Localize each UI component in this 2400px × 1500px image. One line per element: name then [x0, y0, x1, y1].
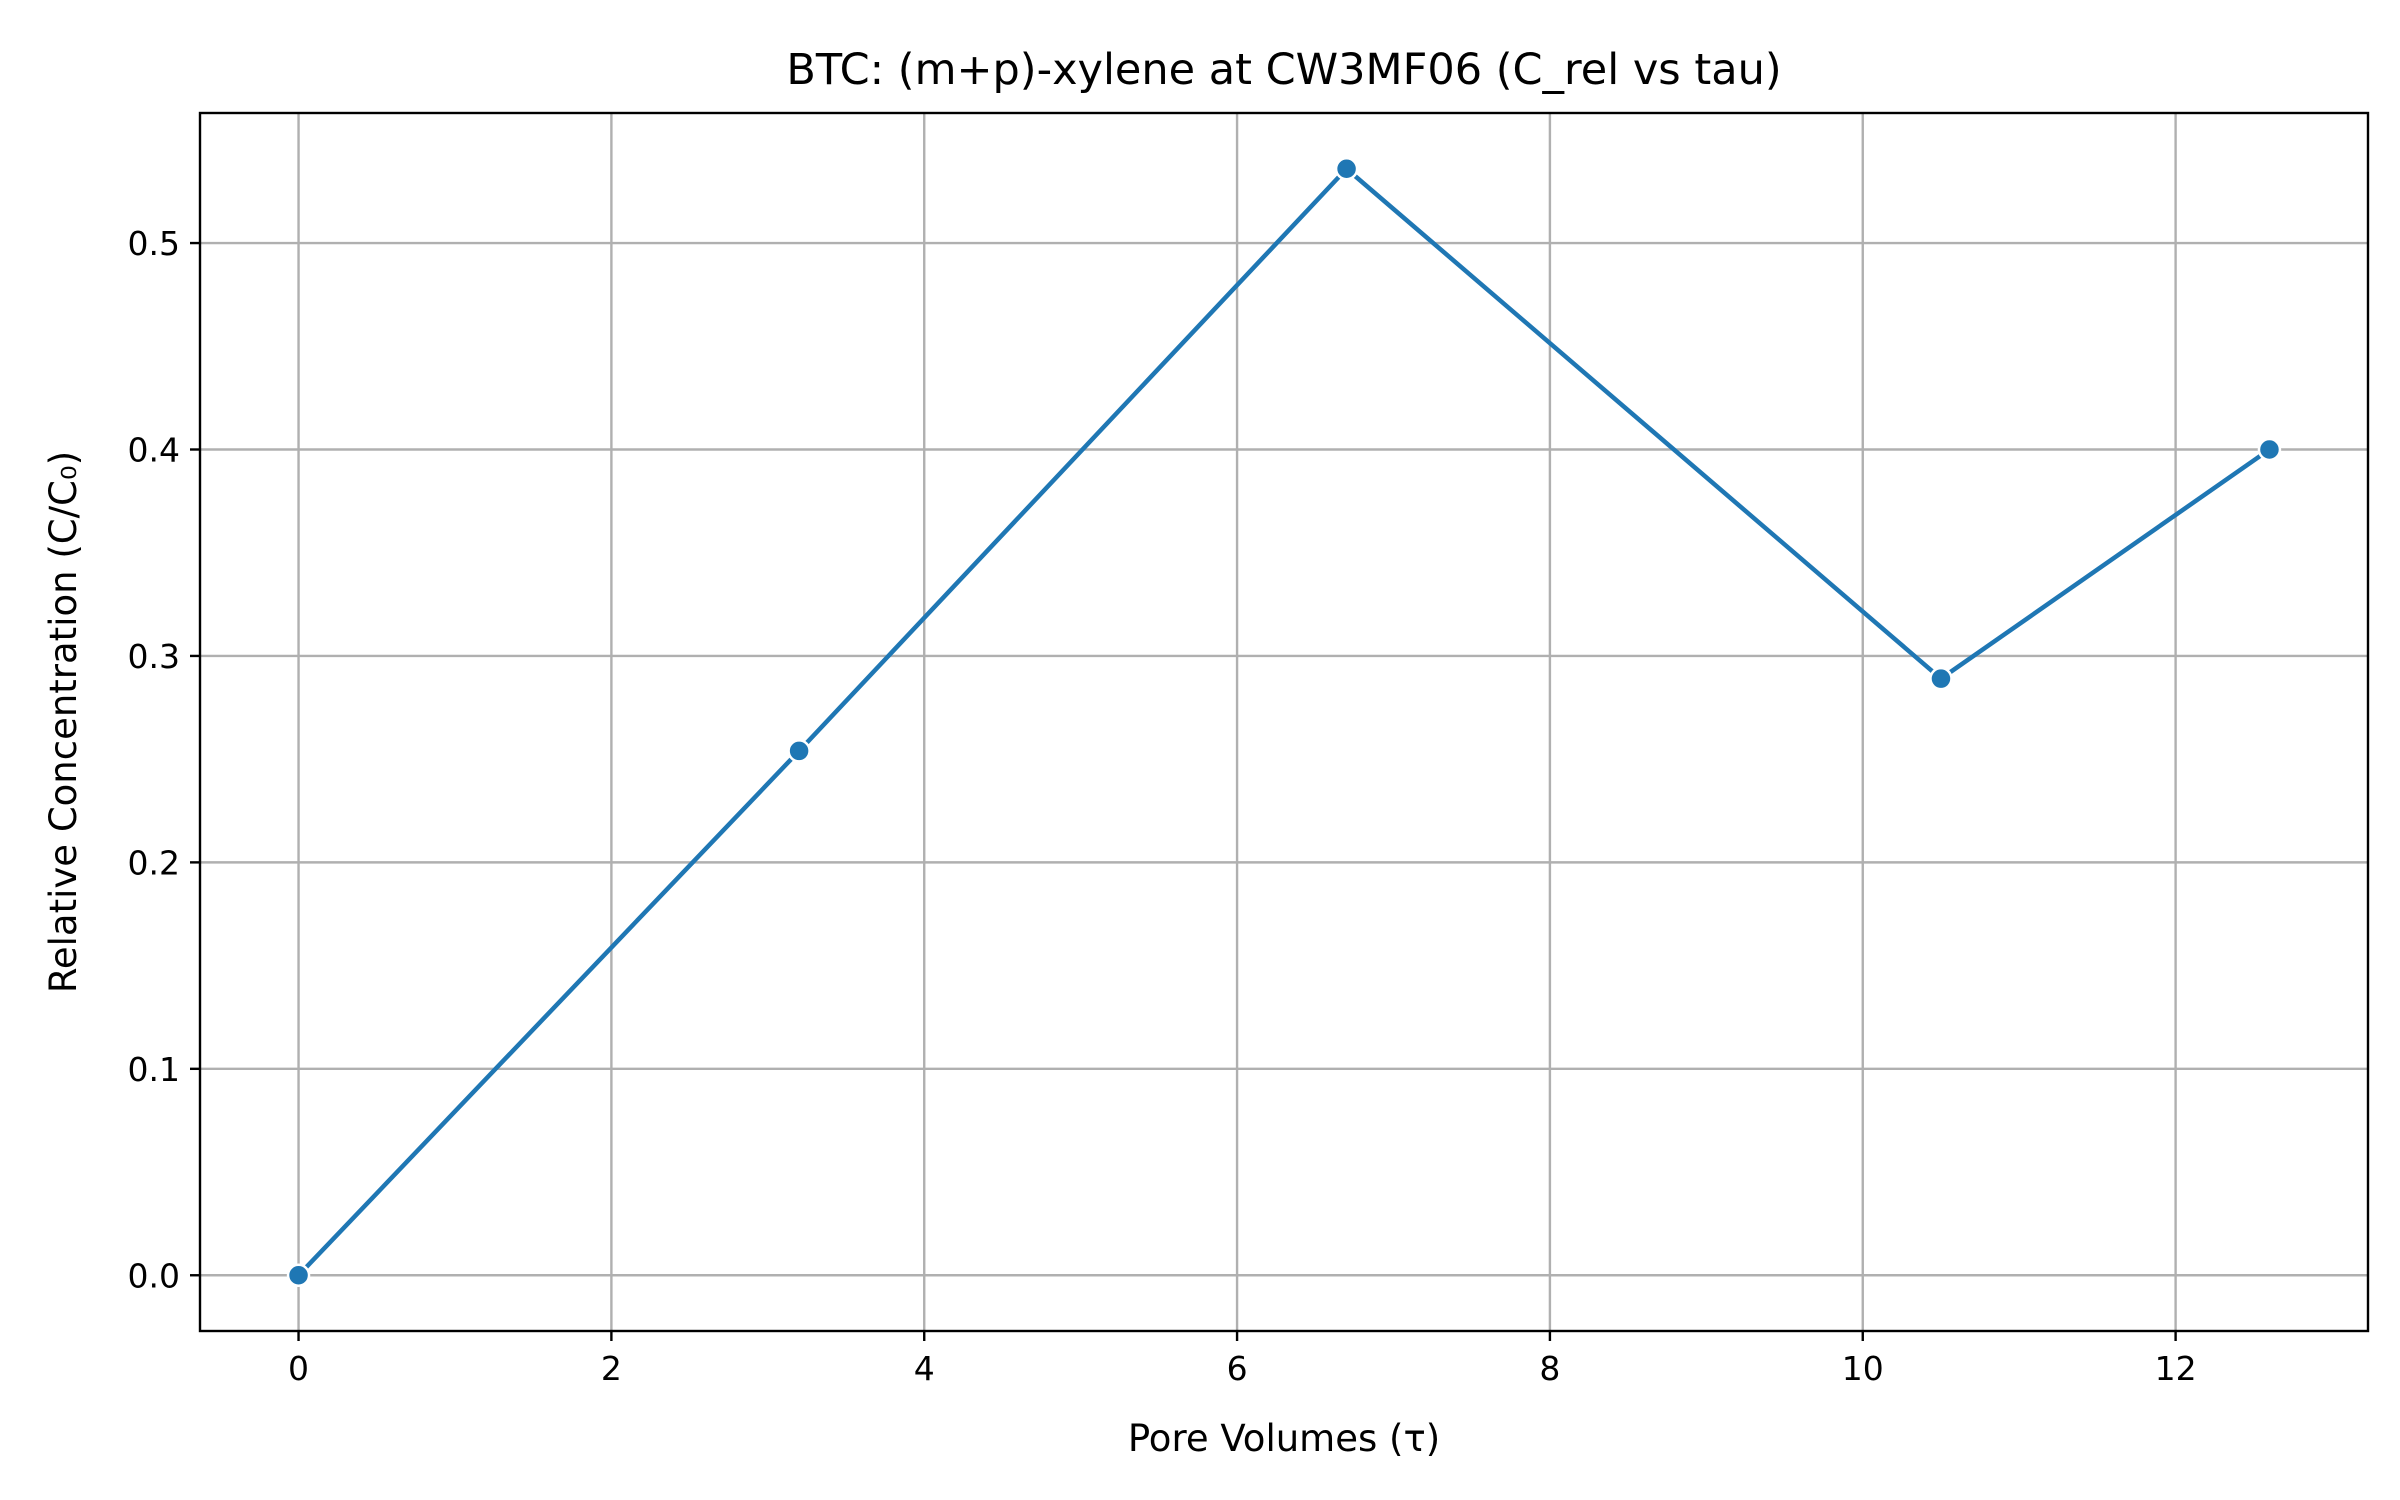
x-tick-label: 10	[1842, 1349, 1884, 1388]
y-tick-label: 0.3	[128, 637, 180, 676]
x-tick-label: 4	[914, 1349, 935, 1388]
y-tick-label: 0.4	[128, 430, 180, 469]
y-axis-label: Relative Concentration (C/C₀)	[42, 451, 85, 993]
data-point	[789, 740, 810, 761]
x-axis-label: Pore Volumes (τ)	[1128, 1417, 1440, 1460]
y-tick-label: 0.5	[128, 224, 180, 263]
data-point	[1930, 668, 1951, 689]
data-point	[2259, 439, 2280, 460]
x-tick-label: 8	[1539, 1349, 1560, 1388]
y-tick-label: 0.2	[128, 843, 180, 882]
chart-title: BTC: (m+p)-xylene at CW3MF06 (C_rel vs t…	[786, 45, 1781, 95]
x-tick-label: 6	[1227, 1349, 1248, 1388]
data-point	[1336, 158, 1357, 179]
x-tick-label: 2	[601, 1349, 622, 1388]
y-tick-label: 0.1	[128, 1050, 180, 1089]
y-tick-label: 0.0	[128, 1256, 180, 1295]
data-point	[288, 1265, 309, 1286]
x-tick-label: 0	[288, 1349, 309, 1388]
x-tick-label: 12	[2155, 1349, 2197, 1388]
